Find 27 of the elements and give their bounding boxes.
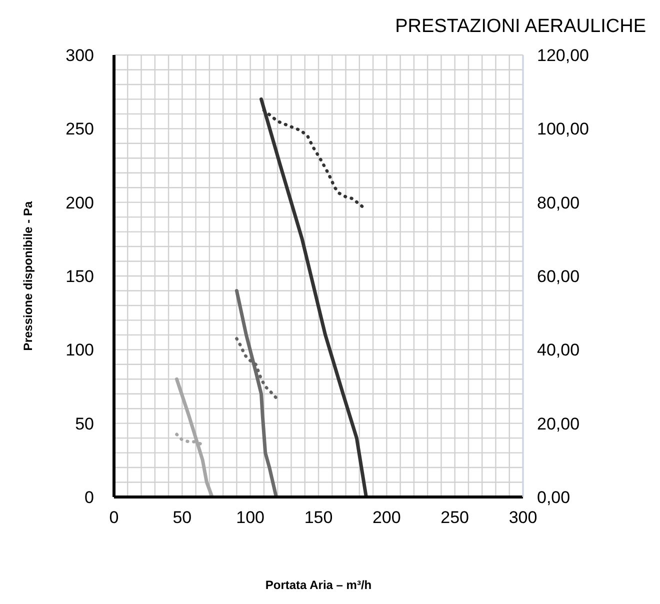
x-tick-label: 200 <box>372 508 401 528</box>
chart-title: PRESTAZIONI AERAULICHE <box>395 16 646 38</box>
y2-tick-label: 60,00 <box>537 267 580 286</box>
y-tick-label: 300 <box>66 46 94 66</box>
y2-tick-label: 100,00 <box>537 120 589 139</box>
line-series <box>234 288 278 497</box>
y2-tick-label: 40,00 <box>537 340 580 360</box>
y-tick-label: 100 <box>66 340 94 360</box>
y-tick-label: 200 <box>66 193 94 212</box>
x-tick-label: 150 <box>304 508 333 528</box>
y2-tick-label: 80,00 <box>537 193 580 212</box>
y-tick-label: 50 <box>75 414 94 434</box>
x-tick-label: 100 <box>236 508 265 528</box>
x-tick-label: 0 <box>109 508 119 528</box>
x-tick-label: 250 <box>440 508 470 528</box>
line-series <box>174 377 214 497</box>
line-series <box>259 97 368 497</box>
y-tick-label: 250 <box>66 120 94 139</box>
y-tick-label: 150 <box>66 267 94 286</box>
x-tick-label: 300 <box>508 508 538 528</box>
y2-tick-label: 0,00 <box>537 488 570 508</box>
x-axis-title: Portata Aria – m³/h <box>264 578 373 592</box>
y-tick-label: 0 <box>84 488 94 508</box>
y2-tick-label: 120,00 <box>537 46 589 66</box>
y-axis-title: Pressione disponibile - Pa <box>21 201 35 351</box>
x-tick-label: 50 <box>172 508 192 528</box>
y2-tick-label: 20,00 <box>537 414 580 434</box>
